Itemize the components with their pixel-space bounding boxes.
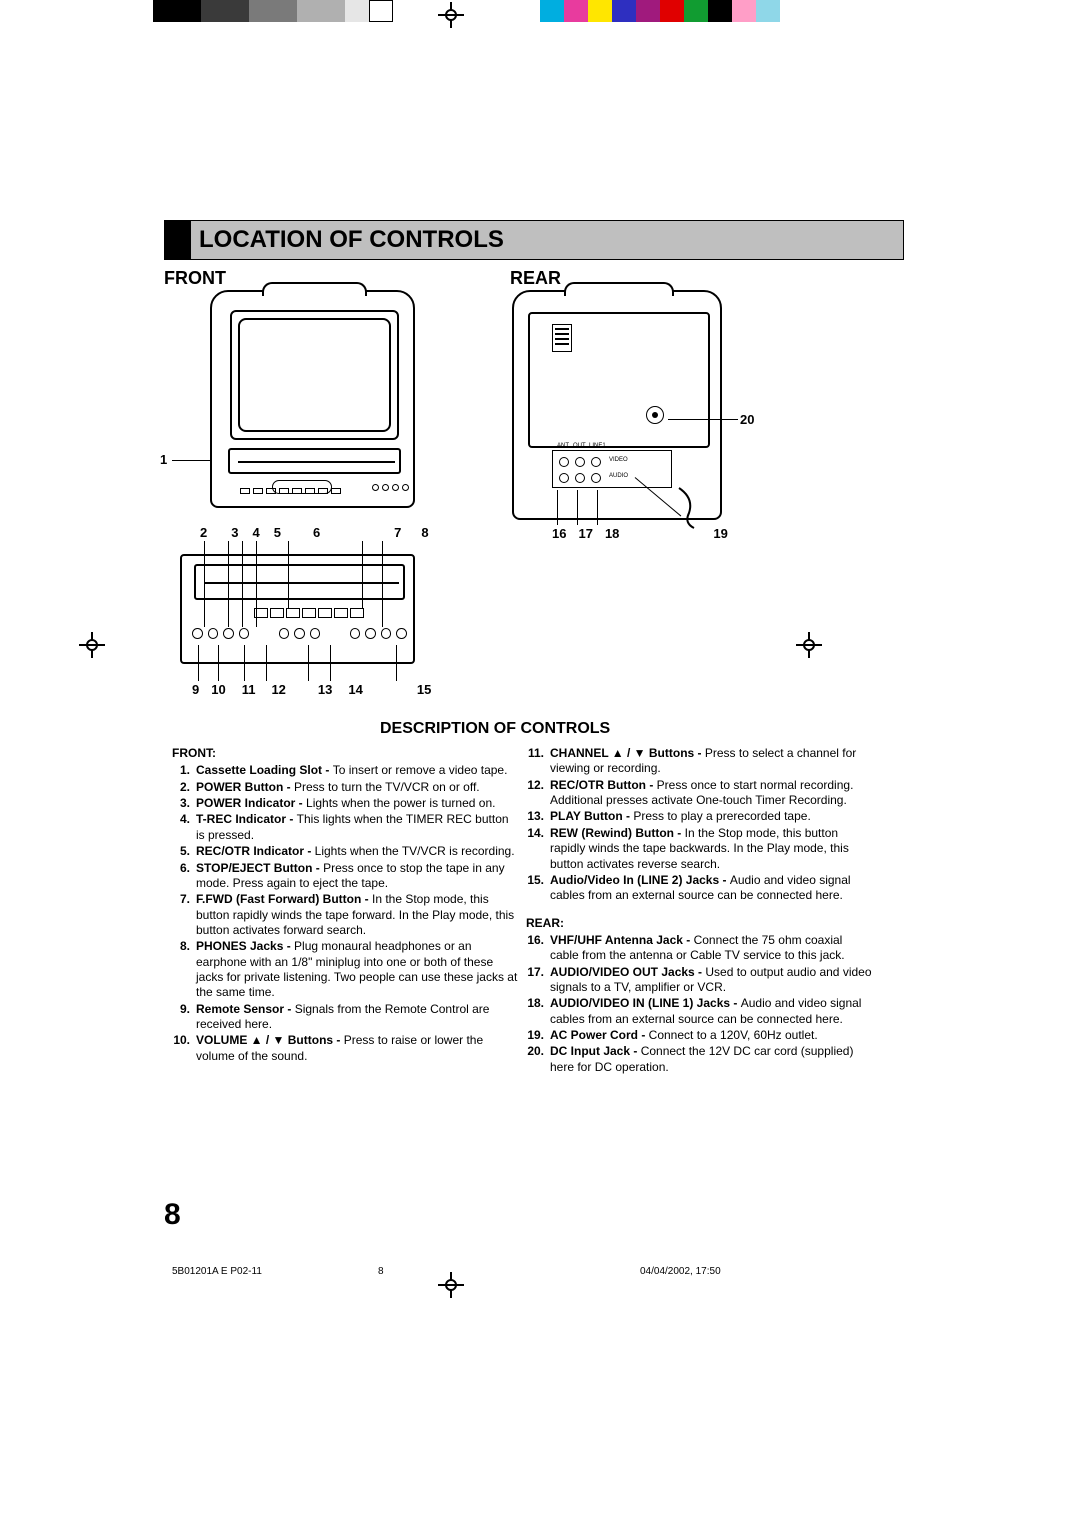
- front-subheading: FRONT:: [172, 746, 518, 761]
- callout-row-bottom: 9101112131415: [192, 682, 402, 697]
- description-item: 1.Cassette Loading Slot - To insert or r…: [172, 763, 518, 778]
- callout-5: 5: [274, 525, 281, 540]
- description-item: 20.DC Input Jack - Connect the 12V DC ca…: [526, 1044, 872, 1075]
- description-item: 17.AUDIO/VIDEO OUT Jacks - Used to outpu…: [526, 965, 872, 996]
- registration-mark-top: [442, 6, 460, 24]
- callout-2: 2: [200, 525, 207, 540]
- description-item: 11.CHANNEL ▲ / ▼ Buttons - Press to sele…: [526, 746, 872, 777]
- callout-4: 4: [252, 525, 259, 540]
- callout-row-top: 2345678: [200, 525, 395, 540]
- description-item: 19.AC Power Cord - Connect to a 120V, 60…: [526, 1028, 872, 1043]
- callout-7: 7: [394, 525, 401, 540]
- description-item: 10.VOLUME ▲ / ▼ Buttons - Press to raise…: [172, 1033, 518, 1064]
- front-heading: FRONT: [164, 268, 226, 289]
- callout-14: 14: [348, 682, 362, 697]
- section-title-block: LOCATION OF CONTROLS: [164, 220, 904, 260]
- callout-19: 19: [713, 526, 727, 541]
- description-item: 12.REC/OTR Button - Press once to start …: [526, 778, 872, 809]
- footer-page: 8: [378, 1266, 384, 1277]
- callout-15: 15: [417, 682, 431, 697]
- section-title: LOCATION OF CONTROLS: [191, 226, 504, 254]
- registration-mark-right: [800, 636, 818, 654]
- callout-9: 9: [192, 682, 199, 697]
- callout-18: 18: [605, 526, 619, 541]
- description-item: 15.Audio/Video In (LINE 2) Jacks - Audio…: [526, 873, 872, 904]
- front-tv-diagram: [210, 290, 415, 508]
- description-item: 2.POWER Button - Press to turn the TV/VC…: [172, 780, 518, 795]
- callout-10: 10: [211, 682, 225, 697]
- description-item: 14.REW (Rewind) Button - In the Stop mod…: [526, 826, 872, 872]
- rear-heading: REAR: [510, 268, 561, 289]
- description-item: 4.T-REC Indicator - This lights when the…: [172, 812, 518, 843]
- description-item: 9.Remote Sensor - Signals from the Remot…: [172, 1002, 518, 1033]
- rear-subheading: REAR:: [526, 916, 872, 931]
- callout-12: 12: [271, 682, 285, 697]
- rear-tv-diagram: VIDEO AUDIO ANT OUT LINE1: [512, 290, 722, 520]
- description-item: 5.REC/OTR Indicator - Lights when the TV…: [172, 844, 518, 859]
- registration-mark-left: [83, 636, 101, 654]
- callout-17: 17: [578, 526, 592, 541]
- callout-3: 3: [231, 525, 238, 540]
- callout-6: 6: [313, 525, 320, 540]
- description-left-column: FRONT: 1.Cassette Loading Slot - To inse…: [172, 746, 518, 1065]
- registration-mark-bottom: [442, 1276, 460, 1294]
- color-bar-right: [540, 0, 780, 22]
- description-item: 18.AUDIO/VIDEO IN (LINE 1) Jacks - Audio…: [526, 996, 872, 1027]
- callout-1: 1: [160, 452, 167, 467]
- footer-timestamp: 04/04/2002, 17:50: [640, 1266, 721, 1277]
- description-heading: DESCRIPTION OF CONTROLS: [380, 720, 610, 738]
- front-panel-diagram: [180, 554, 415, 664]
- description-item: 13.PLAY Button - Press to play a prereco…: [526, 809, 872, 824]
- page-number: 8: [164, 1198, 181, 1232]
- description-item: 16.VHF/UHF Antenna Jack - Connect the 75…: [526, 933, 872, 964]
- description-item: 8.PHONES Jacks - Plug monaural headphone…: [172, 939, 518, 1000]
- callout-11: 11: [242, 682, 256, 697]
- callout-row-rear: 16171819: [530, 526, 720, 541]
- callout-8: 8: [421, 525, 428, 540]
- description-item: 7.F.FWD (Fast Forward) Button - In the S…: [172, 892, 518, 938]
- description-item: 3.POWER Indicator - Lights when the powe…: [172, 796, 518, 811]
- description-right-column: 11.CHANNEL ▲ / ▼ Buttons - Press to sele…: [526, 746, 872, 1076]
- color-bar-left: [153, 0, 393, 22]
- callout-20: 20: [740, 412, 754, 427]
- callout-16: 16: [552, 526, 566, 541]
- callout-13: 13: [318, 682, 332, 697]
- description-item: 6.STOP/EJECT Button - Press once to stop…: [172, 861, 518, 892]
- footer-doc-id: 5B01201A E P02-11: [172, 1266, 262, 1277]
